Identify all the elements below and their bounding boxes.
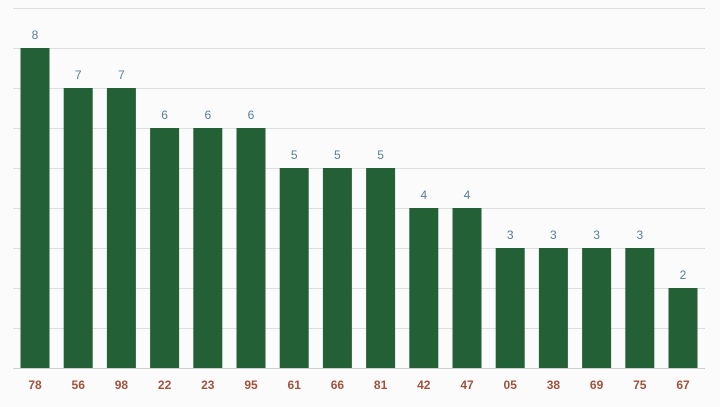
x-tick-label-78: 78 — [28, 378, 42, 392]
bar-47 — [452, 208, 482, 368]
data-label-47: 4 — [464, 188, 471, 202]
bar-42 — [409, 208, 439, 368]
x-tick-label-23: 23 — [201, 378, 215, 392]
data-label-66: 5 — [334, 148, 341, 162]
x-tick-label-56: 56 — [72, 378, 86, 392]
x-tick-label-67: 67 — [676, 378, 690, 392]
x-tick-label-05: 05 — [504, 378, 518, 392]
data-label-61: 5 — [291, 148, 298, 162]
data-label-95: 6 — [248, 108, 255, 122]
x-tick-label-61: 61 — [288, 378, 302, 392]
bar-05 — [495, 248, 525, 368]
data-label-22: 6 — [161, 108, 168, 122]
x-tick-label-95: 95 — [244, 378, 258, 392]
bar-81 — [366, 168, 396, 368]
data-label-69: 3 — [593, 228, 600, 242]
bar-22 — [150, 128, 180, 368]
x-tick-label-38: 38 — [547, 378, 561, 392]
x-axis-tick-labels: 78 56 98 22 23 95 61 66 81 42 47 05 38 69 75 67 — [28, 378, 690, 392]
bar-98 — [106, 88, 136, 368]
bar-67 — [668, 288, 698, 368]
data-label-81: 5 — [377, 148, 384, 162]
bar-69 — [582, 248, 612, 368]
data-label-42: 4 — [420, 188, 427, 202]
x-tick-label-66: 66 — [331, 378, 345, 392]
data-label-75: 3 — [636, 228, 643, 242]
data-label-78: 8 — [32, 28, 39, 42]
data-label-98: 7 — [118, 68, 125, 82]
x-tick-label-69: 69 — [590, 378, 604, 392]
bar-56 — [63, 88, 93, 368]
data-label-23: 6 — [204, 108, 211, 122]
bar-75 — [625, 248, 655, 368]
data-label-56: 7 — [75, 68, 82, 82]
bar-61 — [279, 168, 309, 368]
x-tick-label-42: 42 — [417, 378, 431, 392]
bar-23 — [193, 128, 223, 368]
bar-78 — [20, 48, 50, 368]
data-label-05: 3 — [507, 228, 514, 242]
x-tick-label-81: 81 — [374, 378, 388, 392]
bar-66 — [322, 168, 352, 368]
bars — [20, 48, 698, 368]
bar-38 — [538, 248, 568, 368]
bar-95 — [236, 128, 266, 368]
x-tick-label-75: 75 — [633, 378, 647, 392]
data-label-67: 2 — [680, 268, 687, 282]
x-tick-label-47: 47 — [460, 378, 474, 392]
data-labels: 8 7 7 6 6 6 5 5 5 4 4 3 3 3 3 2 — [32, 28, 687, 282]
x-tick-label-22: 22 — [158, 378, 172, 392]
x-tick-label-98: 98 — [115, 378, 129, 392]
data-label-38: 3 — [550, 228, 557, 242]
